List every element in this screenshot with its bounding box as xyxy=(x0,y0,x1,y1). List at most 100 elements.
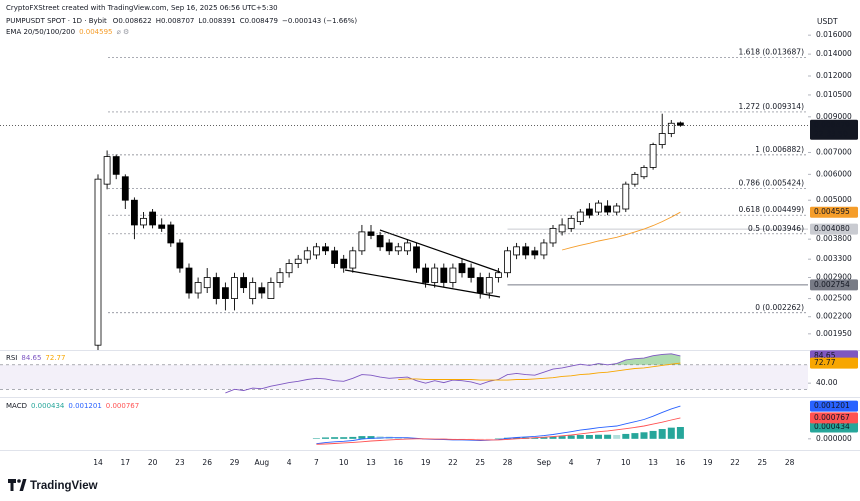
histogram-bar xyxy=(604,434,612,439)
candle-body xyxy=(285,263,293,274)
candle-body xyxy=(276,272,284,283)
candle-body xyxy=(303,250,311,260)
x-tick-label: 10 xyxy=(621,458,631,467)
indicator-value: 0.000767 xyxy=(106,402,139,410)
candle-body xyxy=(249,282,257,299)
y-tick-label: 0.012000 xyxy=(816,71,852,80)
x-tick-label: 10 xyxy=(339,458,349,467)
badge-label: 0.008479 xyxy=(814,120,850,129)
indicator-line xyxy=(398,362,681,381)
candle-body xyxy=(513,246,520,256)
badge-bg xyxy=(810,206,858,218)
x-tick-label: 7 xyxy=(596,458,601,467)
candle-body xyxy=(240,277,248,289)
x-tick-label: 20 xyxy=(148,458,158,467)
candle-body xyxy=(294,258,302,264)
candle-body xyxy=(149,211,157,226)
ohlc-value: 0.008622 xyxy=(118,17,151,25)
candle-body xyxy=(258,287,266,294)
badge-bg xyxy=(810,279,858,291)
fib-label: 0.786 (0.005424) xyxy=(739,179,805,188)
x-tick-label: 28 xyxy=(503,458,513,467)
x-tick-label: 13 xyxy=(366,458,376,467)
candle-body xyxy=(531,250,539,256)
candle-body xyxy=(494,272,502,278)
ohlc-value: 0.008707 xyxy=(161,17,194,25)
candle-body xyxy=(467,267,475,278)
candle-body xyxy=(231,277,238,299)
ema-value: 0.004595 xyxy=(79,28,112,36)
x-tick-label: 22 xyxy=(448,458,458,467)
y-tick-label: 0.016000 xyxy=(816,30,852,39)
candle-body xyxy=(112,156,120,175)
histogram-bar xyxy=(649,430,657,439)
histogram-bar xyxy=(367,436,375,439)
histogram-bar xyxy=(613,435,621,439)
axis-unit: USDT xyxy=(817,17,838,26)
candle-body xyxy=(158,224,166,229)
candle-body xyxy=(667,122,675,134)
badge-bg xyxy=(810,119,858,140)
candle-body xyxy=(504,250,511,274)
candle-body xyxy=(203,277,211,289)
indicator-value: 0.001201 xyxy=(68,402,101,410)
badge-label: 0.004080 xyxy=(814,224,850,233)
candle-body xyxy=(185,267,193,294)
ema-legend: EMA 20/50/100/200 0.004595 ⌀ ⚙ xyxy=(6,28,129,36)
candle-body xyxy=(103,156,111,185)
x-tick-label: 19 xyxy=(421,458,431,467)
indicator-line xyxy=(225,353,681,394)
histogram-bar xyxy=(595,434,602,439)
badge-label: 0.001201 xyxy=(814,401,850,410)
y-tick-label: 0.002900 xyxy=(816,273,852,282)
x-tick-label: 26 xyxy=(202,458,212,467)
x-tick-label: 4 xyxy=(569,458,574,467)
trendline xyxy=(379,229,501,273)
histogram-bar xyxy=(640,432,648,439)
indicator-line xyxy=(316,417,681,445)
badge-label: 72.77 xyxy=(814,358,836,367)
histogram-bar xyxy=(585,435,593,439)
symbol: PUMPUSDT SPOT · 1D · Bybit xyxy=(6,17,107,25)
axis-badge: 0.002754 xyxy=(810,279,858,291)
histogram-bar xyxy=(476,438,484,440)
axis-badge: 72.77 xyxy=(810,357,858,369)
candle-body xyxy=(586,208,593,216)
x-tick-label: Aug xyxy=(254,458,269,467)
countdown: 22:33:50 xyxy=(814,129,848,138)
x-tick-label: 4 xyxy=(287,458,292,467)
candle-body xyxy=(604,205,611,213)
ema-line xyxy=(561,211,681,251)
fib-label: 1 (0.006882) xyxy=(755,145,804,154)
candle-body xyxy=(595,202,602,213)
candle-body xyxy=(367,231,375,236)
axis-badge: 0.000767 xyxy=(810,412,858,424)
y-tick-label: 0.000000 xyxy=(816,434,852,443)
candle-body xyxy=(476,277,484,294)
badge-label: 0.004595 xyxy=(814,207,850,216)
axis-badge: 0.004080 xyxy=(810,223,858,235)
plot-area xyxy=(0,56,808,350)
axis-badge: 0.000434 xyxy=(810,421,858,433)
indicator-value: 72.77 xyxy=(45,354,65,362)
candle-body xyxy=(385,242,393,252)
indicator-value: 0.000434 xyxy=(31,402,65,410)
histogram-bar xyxy=(676,427,684,439)
x-tick-label: Sep xyxy=(537,458,551,467)
candle-body xyxy=(194,282,202,294)
candle-body xyxy=(613,205,621,213)
candle-body xyxy=(349,250,357,269)
candle-body xyxy=(431,267,439,283)
x-tick-label: 19 xyxy=(703,458,713,467)
y-tick-label: 0.002500 xyxy=(816,294,852,303)
badge-label: 0.000767 xyxy=(814,413,850,422)
candle-body xyxy=(221,287,229,299)
y-tick-label: 0.014000 xyxy=(816,49,852,58)
symbol-legend: PUMPUSDT SPOT · 1D · Bybit O0.008622 H0.00… xyxy=(6,17,357,25)
y-tick-label: 0.003300 xyxy=(816,254,852,263)
histogram-bar xyxy=(331,437,339,439)
candle-body xyxy=(558,224,566,233)
badge-bg xyxy=(810,357,858,369)
